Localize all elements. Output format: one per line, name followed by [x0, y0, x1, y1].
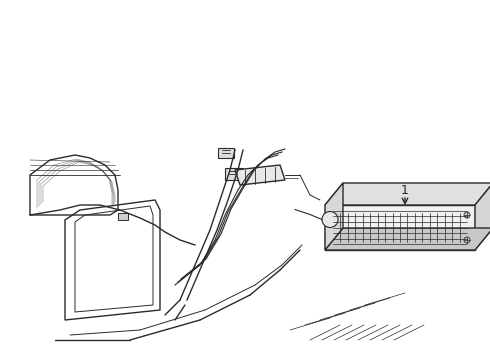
FancyBboxPatch shape: [118, 213, 128, 220]
FancyBboxPatch shape: [218, 148, 234, 158]
Circle shape: [322, 212, 338, 228]
Polygon shape: [235, 165, 285, 185]
Circle shape: [464, 237, 470, 243]
Polygon shape: [325, 205, 475, 250]
Polygon shape: [475, 183, 490, 250]
Text: 1: 1: [401, 184, 409, 197]
Polygon shape: [325, 228, 490, 250]
FancyBboxPatch shape: [225, 168, 243, 180]
Circle shape: [464, 212, 470, 218]
Polygon shape: [325, 183, 343, 250]
Polygon shape: [325, 183, 490, 205]
